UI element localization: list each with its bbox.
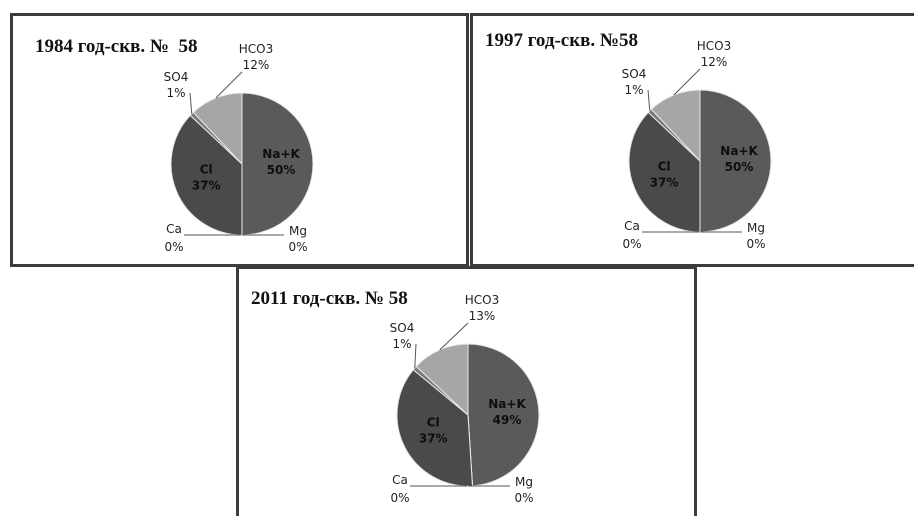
slice-value-label: 0% bbox=[746, 237, 765, 251]
leader-line bbox=[189, 92, 193, 114]
slice-value-label: 0% bbox=[622, 237, 641, 251]
slice-value-label: 50% bbox=[267, 163, 296, 177]
pie-slice-hco3 bbox=[415, 343, 469, 417]
slice-name-label: Ca bbox=[166, 222, 182, 236]
slice-name-label: Na+K bbox=[262, 147, 300, 161]
slice-value-label: 13% bbox=[469, 309, 496, 323]
chart-panel-2011: 2011 год-скв. № 58 Na+K 49% Cl 37% Mg 0% Ca 0% S… bbox=[236, 266, 697, 516]
leader-line bbox=[414, 343, 417, 369]
slice-value-label: 37% bbox=[650, 176, 679, 190]
pie-slice-cl bbox=[628, 111, 701, 233]
chart-title: 2011 год-скв. № 58 bbox=[251, 288, 408, 309]
slice-value-label: 0% bbox=[514, 491, 533, 505]
slice-name-label: SO4 bbox=[622, 67, 647, 81]
slice-name-label: Na+K bbox=[720, 144, 758, 158]
slice-name-label: Cl bbox=[200, 163, 213, 177]
slice-name-label: Na+K bbox=[488, 397, 526, 411]
chart-title: 1984 год-скв. № 58 bbox=[35, 36, 198, 57]
slice-value-label: 49% bbox=[493, 413, 522, 427]
pie-chart: Na+K 49% Cl 37% Mg 0% Ca 0% SO4 1% HCO3 13% bbox=[390, 293, 540, 505]
slice-name-label: Mg bbox=[747, 221, 765, 235]
slice-value-label: 12% bbox=[243, 58, 270, 72]
slice-value-label: 0% bbox=[164, 240, 183, 254]
slice-name-label: SO4 bbox=[164, 70, 189, 84]
slice-name-label: HCO3 bbox=[465, 293, 499, 307]
leader-line bbox=[647, 89, 651, 111]
slice-value-label: 37% bbox=[419, 432, 448, 446]
pie-slice-hco3 bbox=[650, 89, 701, 163]
slice-name-label: Ca bbox=[624, 219, 640, 233]
leader-line bbox=[673, 68, 701, 96]
slice-name-label: HCO3 bbox=[239, 42, 273, 56]
pie-slice-hco3 bbox=[192, 92, 243, 166]
slice-value-label: 37% bbox=[192, 179, 221, 193]
chart-title: 1997 год-скв. №58 bbox=[485, 30, 639, 51]
slice-value-label: 1% bbox=[624, 83, 643, 97]
pie-slice-na-k bbox=[699, 89, 772, 233]
slice-value-label: 12% bbox=[701, 55, 728, 69]
slice-name-label: Cl bbox=[427, 416, 440, 430]
pie-chart: Na+K 50% Cl 37% Mg 0% Ca 0% SO4 1% HCO3 12% bbox=[622, 39, 772, 251]
leader-line bbox=[439, 322, 469, 351]
pie-chart: Na+K 50% Cl 37% Mg 0% Ca 0% SO4 1% HCO3 12% bbox=[164, 42, 314, 254]
slice-value-label: 0% bbox=[390, 491, 409, 505]
slice-value-label: 0% bbox=[288, 240, 307, 254]
slice-value-label: 1% bbox=[166, 86, 185, 100]
pie-slice-cl bbox=[396, 369, 473, 487]
pie-slice-na-k bbox=[467, 343, 540, 487]
slice-name-label: Mg bbox=[515, 475, 533, 489]
pie-slice-cl bbox=[170, 114, 243, 236]
leader-line bbox=[215, 71, 243, 99]
slice-value-label: 1% bbox=[392, 337, 411, 351]
slice-value-label: 50% bbox=[725, 160, 754, 174]
pie-slice-na-k bbox=[241, 92, 314, 236]
slice-name-label: HCO3 bbox=[697, 39, 731, 53]
slice-name-label: Cl bbox=[658, 160, 671, 174]
slice-name-label: Ca bbox=[392, 473, 408, 487]
slice-name-label: Mg bbox=[289, 224, 307, 238]
chart-panel-1997: 1997 год-скв. №58 Na+K 50% Cl 37% Mg 0% Ca 0% SO… bbox=[470, 13, 914, 267]
slice-name-label: SO4 bbox=[390, 321, 415, 335]
chart-panel-1984: 1984 год-скв. № 58 Na+K 50% Cl 37% Mg 0% Ca 0% S… bbox=[10, 13, 469, 267]
